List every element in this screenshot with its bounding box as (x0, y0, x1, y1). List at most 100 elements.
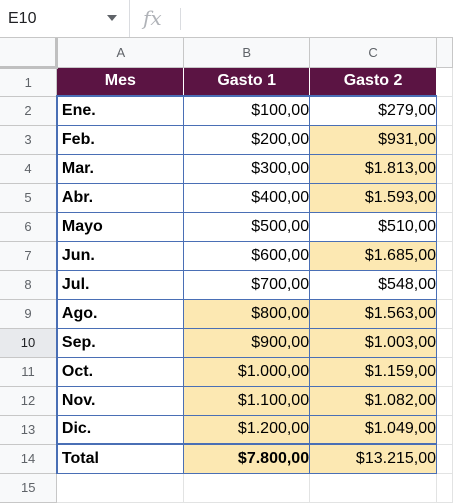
header-cell-gasto-2[interactable]: Gasto 2 (309, 67, 437, 97)
cell-gasto-2[interactable]: $1.813,00 (309, 154, 437, 184)
table-cell[interactable] (309, 473, 437, 503)
table-cell[interactable] (56, 473, 185, 503)
row-header[interactable]: 5 (0, 183, 58, 213)
table-cell[interactable] (436, 270, 453, 300)
row-header[interactable]: 2 (0, 96, 58, 126)
table-row: 6 Mayo $500,00 $510,00 (0, 212, 453, 242)
name-box[interactable]: E10 (0, 0, 130, 37)
table-cell[interactable] (436, 96, 453, 126)
row-header[interactable]: 4 (0, 154, 58, 184)
cell-gasto-1[interactable]: $600,00 (183, 241, 311, 271)
select-all-corner[interactable] (0, 38, 59, 69)
cell-month[interactable]: Sep. (55, 328, 185, 358)
table-cell[interactable] (436, 357, 453, 387)
column-header-d[interactable] (436, 38, 453, 68)
cell-month[interactable]: Ene. (55, 95, 185, 126)
table-cell[interactable] (436, 328, 453, 358)
cell-month[interactable]: Feb. (55, 125, 185, 155)
cell-month[interactable]: Ago. (55, 299, 185, 329)
table-cell[interactable] (436, 154, 453, 184)
table-row: 9 Ago. $800,00 $1.563,00 (0, 299, 453, 329)
formula-bar-divider (180, 8, 181, 30)
cell-month[interactable]: Nov. (55, 386, 185, 416)
table-row: 8 Jul. $700,00 $548,00 (0, 270, 453, 300)
cell-gasto-1[interactable]: $1.100,00 (183, 386, 311, 416)
cell-gasto-1[interactable]: $100,00 (183, 95, 311, 126)
table-row: 13 Dic. $1.200,00 $1.049,00 (0, 415, 453, 445)
table-row: 11 Oct. $1.000,00 $1.159,00 (0, 357, 453, 387)
cell-gasto-2[interactable]: $931,00 (309, 125, 437, 155)
cell-month[interactable]: Jun. (55, 241, 185, 271)
table-row: 2 Ene. $100,00 $279,00 (0, 95, 453, 126)
cell-gasto-2[interactable]: $279,00 (309, 95, 437, 126)
row-header[interactable]: 15 (0, 473, 58, 503)
row-header[interactable]: 9 (0, 299, 58, 329)
table-cell[interactable] (183, 473, 311, 503)
table-cell[interactable] (436, 212, 453, 242)
row-header[interactable]: 10 (0, 328, 58, 358)
row-header[interactable]: 3 (0, 125, 58, 155)
cell-gasto-1[interactable]: $900,00 (183, 328, 311, 358)
cell-month[interactable]: Mayo (55, 212, 185, 242)
column-header-b[interactable]: B (183, 38, 311, 68)
row-header[interactable]: 1 (0, 67, 58, 97)
cell-total-gasto-1[interactable]: $7.800,00 (183, 443, 311, 474)
row-header[interactable]: 7 (0, 241, 58, 271)
cell-gasto-1[interactable]: $800,00 (183, 299, 311, 329)
cell-gasto-2[interactable]: $1.563,00 (309, 299, 437, 329)
header-cell-mes[interactable]: Mes (56, 67, 185, 97)
table-cell[interactable] (436, 444, 453, 474)
cell-gasto-2[interactable]: $510,00 (309, 212, 437, 242)
cell-month[interactable]: Oct. (55, 357, 185, 387)
cell-gasto-1[interactable]: $400,00 (183, 183, 311, 213)
fx-icon: fx (143, 6, 162, 30)
spreadsheet-grid: A B C 1 Mes Gasto 1 Gasto 2 2 Ene. $100,00… (0, 38, 453, 503)
cell-month[interactable]: Jul. (55, 270, 185, 300)
table-cell[interactable] (436, 473, 453, 503)
cell-gasto-2[interactable]: $1.159,00 (309, 357, 437, 387)
table-cell[interactable] (436, 241, 453, 271)
column-header-c[interactable]: C (309, 38, 437, 68)
table-cell[interactable] (436, 67, 453, 97)
row-header[interactable]: 8 (0, 270, 58, 300)
cell-gasto-2[interactable]: $1.082,00 (309, 386, 437, 416)
table-row: 7 Jun. $600,00 $1.685,00 (0, 241, 453, 271)
cell-gasto-1[interactable]: $700,00 (183, 270, 311, 300)
table-cell[interactable] (436, 415, 453, 445)
formula-bar: E10 fx (0, 0, 453, 38)
cell-gasto-1[interactable]: $300,00 (183, 154, 311, 184)
header-cell-gasto-1[interactable]: Gasto 1 (183, 67, 311, 97)
cell-gasto-1[interactable]: $500,00 (183, 212, 311, 242)
cell-gasto-2[interactable]: $1.049,00 (309, 415, 437, 445)
name-box-value: E10 (8, 9, 37, 27)
cell-gasto-2[interactable]: $1.685,00 (309, 241, 437, 271)
table-row: 4 Mar. $300,00 $1.813,00 (0, 154, 453, 184)
table-cell[interactable] (436, 386, 453, 416)
cell-gasto-2[interactable]: $548,00 (309, 270, 437, 300)
table-cell[interactable] (436, 125, 453, 155)
row-header[interactable]: 6 (0, 212, 58, 242)
table-row: 12 Nov. $1.100,00 $1.082,00 (0, 386, 453, 416)
cell-total-label[interactable]: Total (55, 443, 185, 474)
row-header[interactable]: 13 (0, 415, 58, 445)
column-header-a[interactable]: A (56, 38, 185, 68)
cell-total-gasto-2[interactable]: $13.215,00 (309, 443, 437, 474)
row-header[interactable]: 14 (0, 444, 58, 474)
cell-month[interactable]: Abr. (55, 183, 185, 213)
cell-gasto-2[interactable]: $1.003,00 (309, 328, 437, 358)
cell-gasto-1[interactable]: $1.200,00 (183, 415, 311, 445)
cell-gasto-1[interactable]: $1.000,00 (183, 357, 311, 387)
table-row: 5 Abr. $400,00 $1.593,00 (0, 183, 453, 213)
cell-gasto-1[interactable]: $200,00 (183, 125, 311, 155)
table-row: 3 Feb. $200,00 $931,00 (0, 125, 453, 155)
cell-gasto-2[interactable]: $1.593,00 (309, 183, 437, 213)
row-header[interactable]: 12 (0, 386, 58, 416)
table-cell[interactable] (436, 183, 453, 213)
cell-month[interactable]: Dic. (55, 415, 185, 445)
chevron-down-icon[interactable] (107, 15, 117, 21)
table-cell[interactable] (436, 299, 453, 329)
total-row: 14 Total $7.800,00 $13.215,00 (0, 443, 453, 474)
row-header[interactable]: 11 (0, 357, 58, 387)
table-row: 15 (0, 473, 453, 503)
cell-month[interactable]: Mar. (55, 154, 185, 184)
